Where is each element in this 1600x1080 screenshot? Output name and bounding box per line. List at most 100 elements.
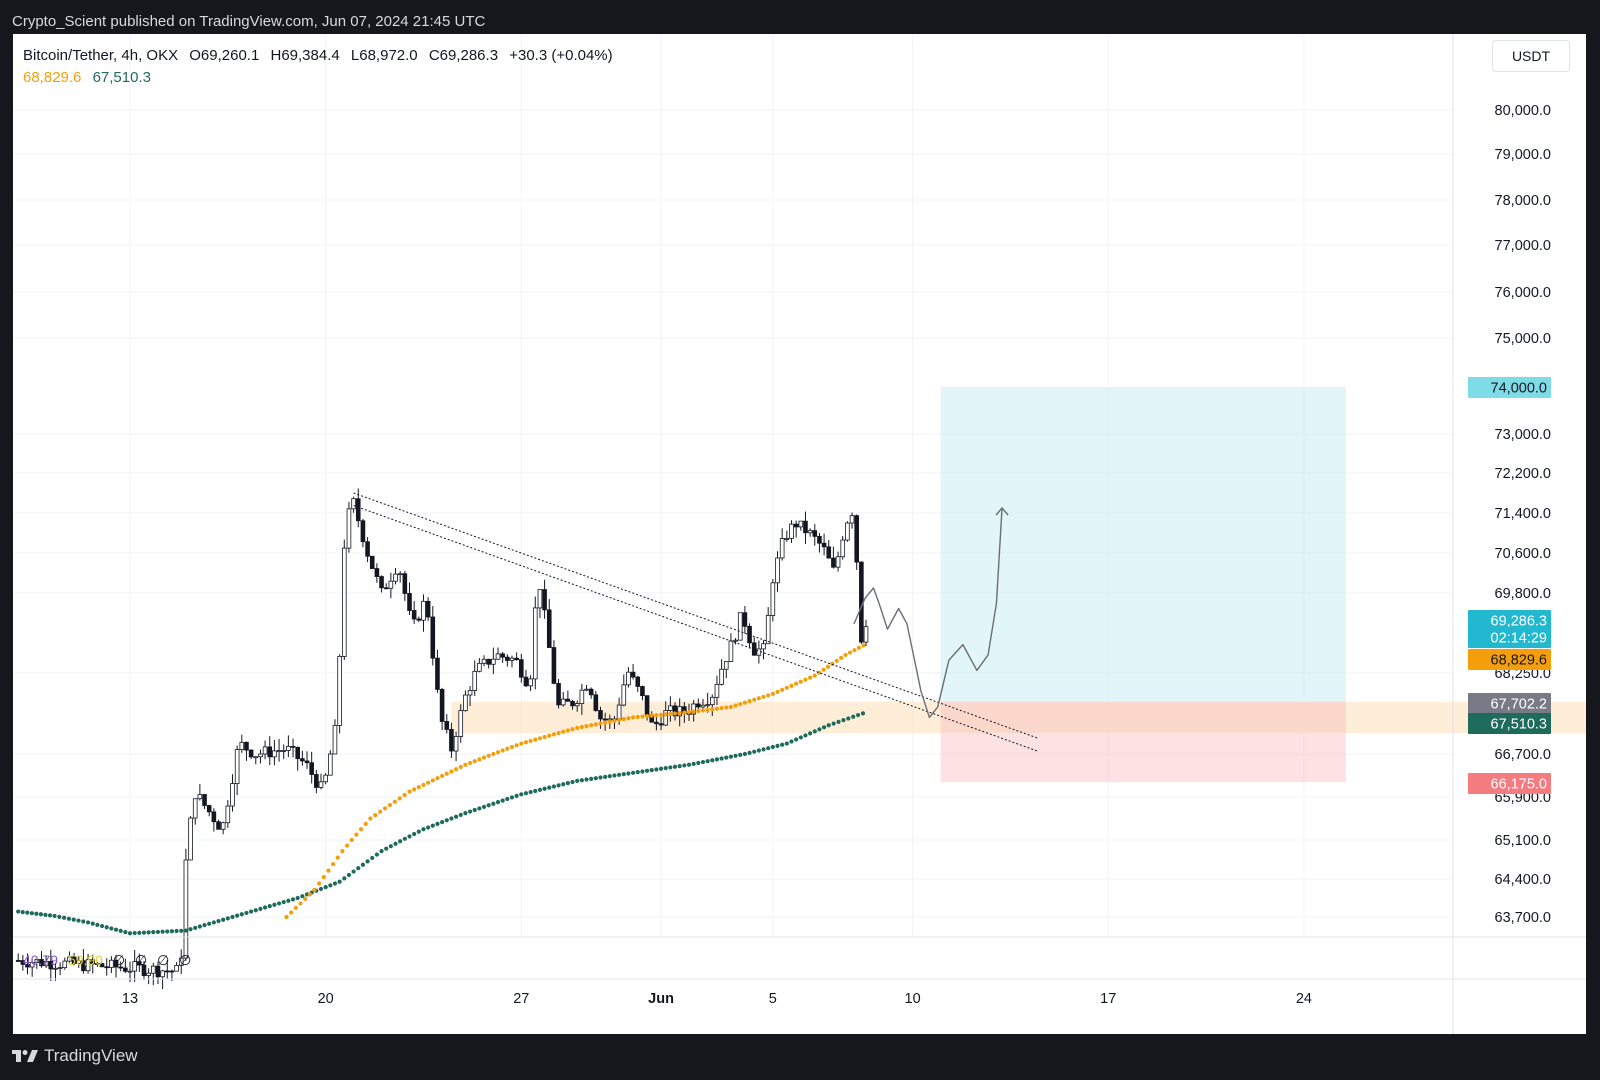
ema-slow-point (481, 804, 487, 809)
ema-slow-point (495, 800, 501, 805)
chart-frame[interactable]: 80,000.0 79,000.0 78,000.0 77,000.0 76,000.0… (13, 34, 1586, 1034)
candle-up (560, 698, 566, 706)
ema-fast-point (458, 764, 463, 770)
ema-slow-point (43, 912, 48, 917)
candle-up (491, 658, 496, 665)
ema-slow-point (16, 909, 21, 914)
candle-down (407, 593, 412, 611)
ema-slow-point (216, 918, 221, 924)
ema-slow-point (323, 885, 328, 890)
candle-down (793, 523, 799, 528)
currency-button[interactable]: USDT (1492, 40, 1570, 72)
ema-slow-point (276, 901, 282, 906)
candle-up (234, 749, 240, 784)
ema-slow-point (575, 778, 580, 783)
ema-fast-point (847, 650, 853, 655)
candle-up (663, 710, 669, 726)
candle-up (276, 750, 282, 753)
candle-down (854, 515, 859, 563)
candle-up (728, 640, 734, 662)
ema-fast-point (392, 799, 397, 804)
ema-slow-point (775, 743, 780, 748)
candle-down (309, 762, 314, 775)
ema-slow-point (374, 852, 379, 857)
candle-down (817, 535, 822, 544)
ema-slow-point (398, 839, 403, 844)
symbol-label[interactable]: Bitcoin/Tether, 4h, OKX (23, 47, 179, 64)
price-tick-label: 64,400.0 (1495, 872, 1551, 888)
candle-down (518, 659, 524, 678)
candle-up (43, 961, 49, 967)
candle-up (691, 703, 696, 715)
candle-up (57, 967, 63, 970)
price-badge-label: 67,702.2 (1491, 697, 1547, 713)
candle-up (775, 557, 780, 584)
ma-slow-value: 67,510.3 (92, 69, 151, 86)
ema-fast-point (830, 661, 835, 666)
time-tick-label: 5 (769, 991, 777, 1007)
ema-fast-point (663, 712, 668, 717)
ema-fast-point (453, 767, 459, 772)
ema-slow-point (677, 763, 682, 769)
tradingview-logo[interactable]: TradingView (12, 1046, 138, 1066)
candle-up (109, 959, 114, 968)
ema-slow-point (118, 928, 123, 933)
ema-slow-point (565, 781, 570, 786)
price-tick-label: 78,000.0 (1495, 193, 1551, 209)
candle-up (481, 658, 487, 664)
ema-slow-point (663, 766, 668, 771)
ema-slow-point (761, 747, 766, 752)
ema-slow-point (826, 723, 831, 728)
ema-fast-point (700, 708, 706, 713)
null-value: ∅ (157, 952, 170, 968)
price-badge (1468, 627, 1551, 648)
ema-fast-point (472, 759, 477, 764)
ema-slow-point (267, 904, 272, 909)
price-badge (1468, 773, 1551, 794)
ema-slow-point (141, 930, 147, 935)
candle-down (155, 965, 161, 978)
ema-slow-point (780, 742, 785, 747)
ema-fast-point (861, 643, 866, 648)
ema-slow-point (104, 925, 109, 930)
ema-slow-point (356, 866, 361, 871)
candle-up (323, 774, 328, 783)
candle-up (225, 805, 231, 824)
candle-up (150, 965, 156, 974)
ema-slow-point (686, 762, 692, 767)
candle-up (537, 589, 543, 609)
ema-slow-point (808, 731, 813, 736)
candle-up (160, 970, 165, 978)
ema-fast-point (349, 837, 354, 843)
ema-fast-point (691, 709, 696, 714)
ema-slow-point (458, 812, 463, 818)
ema-slow-point (183, 928, 188, 933)
candle-up (770, 582, 776, 616)
ema-slow-point (672, 764, 678, 769)
ema-fast-point (556, 730, 561, 736)
ema-slow-point (295, 895, 300, 901)
ema-slow-point (812, 729, 817, 734)
ema-fast-point (668, 711, 673, 717)
ema-slow-point (556, 783, 561, 788)
price-chart[interactable]: 80,000.0 79,000.0 78,000.0 77,000.0 76,000.0… (13, 34, 1586, 1034)
ema-fast-point (463, 762, 468, 767)
candle-down (267, 746, 273, 758)
ema-slow-point (784, 741, 789, 746)
price-badge-label: 68,829.6 (1491, 653, 1547, 669)
ema-slow-point (76, 918, 81, 923)
candle-down (486, 658, 491, 665)
candle-up (737, 612, 743, 641)
candle-up (95, 963, 100, 965)
price-tick-label: 76,000.0 (1495, 285, 1551, 301)
candle-up (705, 704, 710, 707)
candle-down (211, 811, 217, 823)
ema-slow-point (188, 927, 193, 932)
ema-fast-point (770, 691, 775, 697)
candle-up (192, 798, 198, 819)
ema-fast-point (547, 733, 552, 738)
price-tick-label: 66,700.0 (1495, 747, 1551, 763)
ema-slow-point (225, 916, 230, 921)
candle-down (365, 541, 370, 557)
candle-down (821, 542, 827, 548)
